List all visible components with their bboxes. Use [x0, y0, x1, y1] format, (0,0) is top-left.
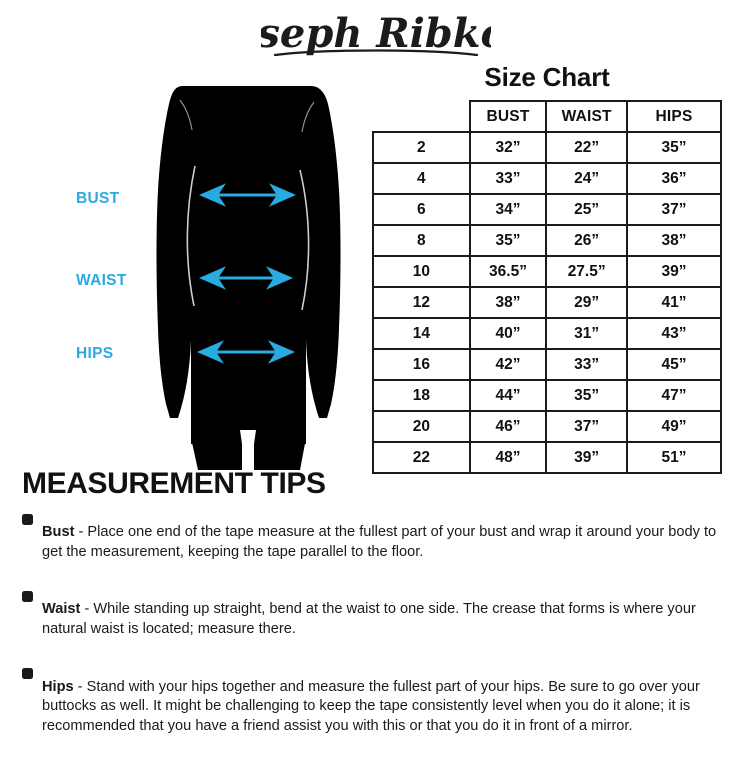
- hips-label: HIPS: [76, 345, 114, 362]
- measurement-tips-section: MEASUREMENT TIPS Bust - Place one end of…: [22, 468, 734, 760]
- cell-bust: 35”: [468, 224, 548, 257]
- cell-hips: 51”: [626, 441, 722, 474]
- tip-separator: -: [74, 524, 88, 541]
- cell-bust: 48”: [468, 441, 548, 474]
- bullet-square-icon: [22, 590, 33, 602]
- tip-text-hips: Hips - Stand with your hips together and…: [42, 678, 734, 737]
- bullet-square-icon: [22, 668, 33, 680]
- tip-body-bust: Place one end of the tape measure at the…: [42, 524, 717, 560]
- table-row: 22 48” 39” 51”: [372, 441, 722, 474]
- cell-waist: 22”: [545, 131, 629, 164]
- cell-hips: 45”: [626, 348, 722, 381]
- cell-bust: 40”: [468, 317, 548, 350]
- cell-size: 22: [372, 441, 471, 474]
- cell-waist: 37”: [545, 410, 629, 443]
- cell-waist: 35”: [545, 379, 629, 412]
- cell-size: 20: [372, 410, 471, 443]
- table-row: 6 34” 25” 37”: [372, 193, 722, 226]
- table-row: 2 32” 22” 35”: [372, 131, 722, 164]
- tip-term-hips: Hips: [42, 678, 74, 695]
- cell-waist: 24”: [545, 162, 629, 195]
- table-row: 10 36.5” 27.5” 39”: [372, 255, 722, 288]
- column-header-waist: WAIST: [545, 100, 629, 133]
- table-row: 14 40” 31” 43”: [372, 317, 722, 350]
- female-figure-silhouette: [150, 78, 350, 470]
- table-row: 4 33” 24” 36”: [372, 162, 722, 195]
- table-row: 8 35” 26” 38”: [372, 224, 722, 257]
- cell-waist: 39”: [545, 441, 629, 474]
- table-row: 20 46” 37” 49”: [372, 410, 722, 443]
- column-header-size: [373, 101, 471, 133]
- table-row: 18 44” 35” 47”: [372, 379, 722, 412]
- table-row: 16 42” 33” 45”: [372, 348, 722, 381]
- cell-waist: 29”: [545, 286, 629, 319]
- cell-waist: 33”: [545, 348, 629, 381]
- tip-term-bust: Bust: [42, 524, 75, 541]
- cell-size: 12: [372, 286, 471, 319]
- cell-waist: 27.5”: [545, 255, 629, 288]
- tip-item-bust: Bust - Place one end of the tape measure…: [22, 509, 734, 577]
- cell-bust: 46”: [468, 410, 548, 443]
- cell-size: 2: [372, 131, 471, 164]
- cell-size: 8: [372, 224, 471, 257]
- cell-hips: 38”: [626, 224, 722, 257]
- tip-body-hips: Stand with your hips together and measur…: [42, 678, 700, 734]
- cell-bust: 38”: [468, 286, 548, 319]
- waist-label: WAIST: [76, 272, 127, 289]
- cell-size: 14: [372, 317, 471, 350]
- cell-size: 6: [372, 193, 471, 226]
- cell-size: 4: [372, 162, 471, 195]
- cell-bust: 42”: [468, 348, 548, 381]
- tip-item-waist: Waist - While standing up straight, bend…: [22, 586, 734, 654]
- brand-logo-text: Joseph Ribkoff: [261, 10, 491, 57]
- bullet-square-icon: [22, 513, 33, 525]
- tip-body-waist: While standing up straight, bend at the …: [42, 601, 696, 637]
- tip-text-waist: Waist - While standing up straight, bend…: [42, 600, 734, 639]
- cell-bust: 36.5”: [468, 255, 548, 288]
- cell-waist: 25”: [545, 193, 629, 226]
- cell-hips: 37”: [626, 193, 722, 226]
- cell-bust: 32”: [468, 131, 548, 164]
- measurement-tips-heading: MEASUREMENT TIPS: [22, 467, 326, 500]
- cell-size: 10: [372, 255, 471, 288]
- tip-item-hips: Hips - Stand with your hips together and…: [22, 663, 734, 751]
- cell-hips: 39”: [626, 255, 722, 288]
- table-header-row: BUST WAIST HIPS: [373, 100, 722, 133]
- cell-hips: 43”: [626, 317, 722, 350]
- tip-separator: -: [80, 601, 94, 618]
- tip-text-bust: Bust - Place one end of the tape measure…: [42, 523, 734, 562]
- column-header-bust: BUST: [468, 100, 548, 133]
- cell-size: 18: [372, 379, 471, 412]
- cell-bust: 34”: [468, 193, 548, 226]
- cell-hips: 49”: [626, 410, 722, 443]
- cell-hips: 41”: [626, 286, 722, 319]
- cell-waist: 31”: [545, 317, 629, 350]
- cell-hips: 47”: [626, 379, 722, 412]
- brand-logo: Joseph Ribkoff: [0, 4, 752, 66]
- cell-waist: 26”: [545, 224, 629, 257]
- size-chart-title: Size Chart: [484, 62, 610, 92]
- tip-term-waist: Waist: [42, 601, 81, 618]
- cell-size: 16: [372, 348, 471, 381]
- cell-hips: 36”: [626, 162, 722, 195]
- table-row: 12 38” 29” 41”: [372, 286, 722, 319]
- cell-bust: 44”: [468, 379, 548, 412]
- tip-separator: -: [73, 678, 87, 695]
- size-chart-table: BUST WAIST HIPS 2 32” 22” 35” 4 33” 24” …: [372, 100, 722, 474]
- cell-hips: 35”: [626, 131, 722, 164]
- bust-label: BUST: [76, 190, 120, 207]
- cell-bust: 33”: [468, 162, 548, 195]
- column-header-hips: HIPS: [626, 100, 722, 133]
